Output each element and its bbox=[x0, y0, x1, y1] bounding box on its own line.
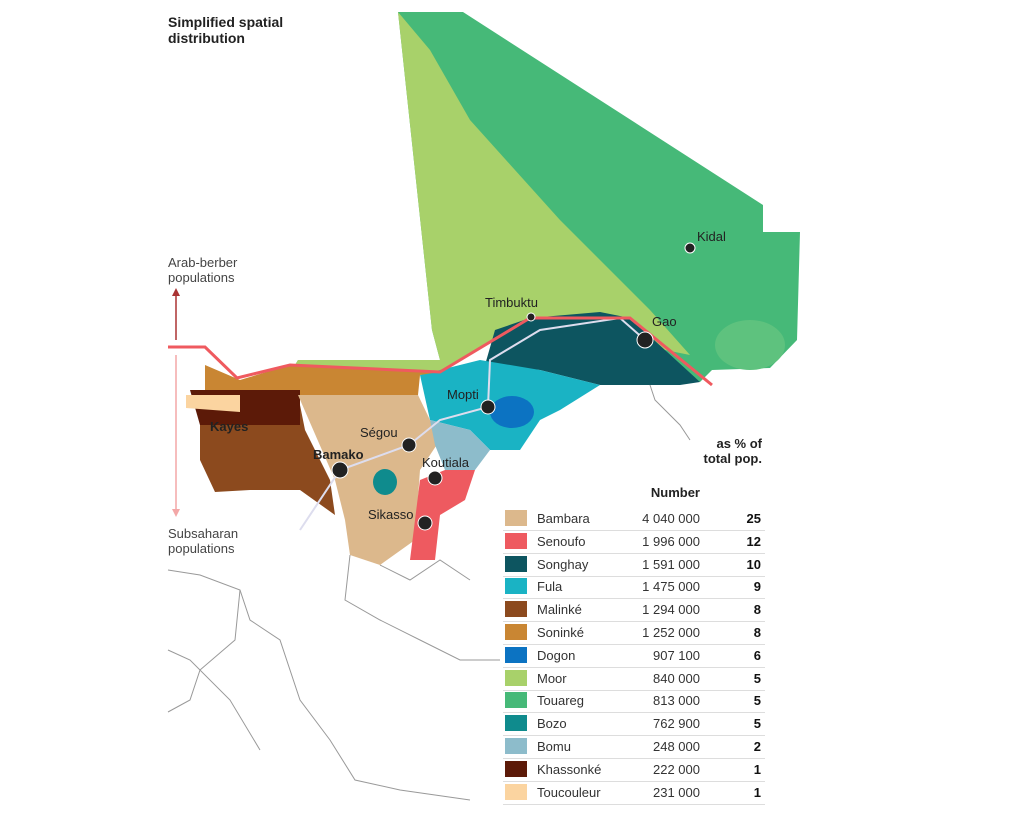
legend-row: Bambara 4 040 000 25 bbox=[503, 508, 765, 531]
city-label: Mopti bbox=[447, 387, 479, 402]
population: 231 000 bbox=[653, 784, 700, 800]
legend-swatch bbox=[505, 692, 527, 709]
percent: 12 bbox=[746, 533, 761, 549]
population: 222 000 bbox=[653, 761, 700, 777]
ethnic-group: Malinké bbox=[537, 602, 582, 618]
percent: 8 bbox=[753, 625, 761, 640]
percent: 9 bbox=[753, 579, 761, 595]
legend-swatch bbox=[505, 715, 527, 732]
legend-swatch bbox=[505, 760, 527, 777]
arrow-head bbox=[172, 288, 180, 296]
percent: 1 bbox=[753, 784, 761, 800]
legend-row: Songhay 1 591 000 10 bbox=[503, 554, 765, 577]
city-label: Sikasso bbox=[368, 507, 414, 522]
population: 1 294 000 bbox=[642, 602, 700, 618]
borders bbox=[167, 384, 691, 801]
legend-swatch bbox=[505, 601, 527, 618]
arrow-head bbox=[172, 509, 180, 517]
senoufo-area bbox=[410, 470, 475, 560]
ethnic-group: Bomu bbox=[537, 739, 571, 754]
city-label: Kayes bbox=[210, 419, 248, 434]
legend-row: Senoufo 1 996 000 12 bbox=[503, 531, 765, 554]
ethnic-group: Touareg bbox=[537, 693, 584, 709]
legend-swatch bbox=[505, 510, 527, 526]
population: 762 900 bbox=[653, 716, 700, 732]
percent: 10 bbox=[746, 556, 761, 572]
ethnic-group: Fula bbox=[537, 579, 563, 595]
ethnic-group: Songhay bbox=[537, 556, 589, 572]
ethnic-group: Dogon bbox=[537, 647, 576, 663]
city-label: Kidal bbox=[697, 229, 726, 244]
bomu-area bbox=[430, 420, 490, 470]
city-label: Ségou bbox=[360, 425, 398, 440]
toucouleur-patch bbox=[186, 395, 240, 412]
population: 813 000 bbox=[653, 693, 700, 709]
ethnic-group: Toucouleur bbox=[537, 784, 601, 800]
legend-row: Moor 840 000 5 bbox=[503, 668, 765, 691]
legend-swatch bbox=[505, 646, 527, 663]
city-label: Timbuktu bbox=[485, 295, 538, 310]
percent: 2 bbox=[753, 739, 761, 754]
percent: 6 bbox=[753, 647, 761, 663]
number-header: Number bbox=[650, 485, 700, 500]
city-label: Gao bbox=[652, 314, 677, 329]
legend-swatch bbox=[505, 555, 527, 572]
legend-swatch bbox=[505, 669, 527, 686]
soninke-area bbox=[205, 365, 440, 395]
population: 840 000 bbox=[653, 670, 700, 686]
ethnic-group: Khassonké bbox=[537, 761, 602, 777]
city-dots bbox=[331, 242, 696, 531]
population: 248 000 bbox=[653, 739, 700, 754]
legend-row: Bomu 248 000 2 bbox=[503, 736, 765, 759]
percent: 5 bbox=[753, 693, 761, 709]
legend-row: Fula 1 475 000 9 bbox=[503, 576, 765, 600]
legend-row: Soninké 1 252 000 8 bbox=[503, 622, 765, 645]
legend-swatch bbox=[505, 738, 527, 754]
axis-top-label: Arab-berber populations bbox=[168, 255, 238, 285]
legend-row: Malinké 1 294 000 8 bbox=[503, 599, 765, 623]
title: Simplified spatial distribution bbox=[168, 14, 284, 46]
population: 1 475 000 bbox=[642, 579, 700, 595]
legend-row: Toucouleur 231 000 1 bbox=[503, 782, 765, 805]
ethnic-group: Moor bbox=[537, 670, 567, 686]
moor-patch bbox=[715, 320, 785, 370]
ethnic-group: Soninké bbox=[537, 625, 584, 640]
legend-row: Khassonké 222 000 1 bbox=[503, 759, 765, 782]
bambara-area bbox=[298, 395, 440, 565]
bozo-area bbox=[373, 469, 397, 495]
legend-swatch bbox=[505, 624, 527, 640]
population: 1 996 000 bbox=[642, 533, 700, 549]
ethnic-group: Bambara bbox=[537, 511, 590, 526]
percent: 8 bbox=[753, 602, 761, 618]
city-label: Bamako bbox=[313, 447, 364, 462]
legend-swatch bbox=[505, 783, 527, 800]
dogon-area bbox=[490, 396, 534, 428]
legend-swatch bbox=[505, 578, 527, 595]
legend-row: Touareg 813 000 5 bbox=[503, 690, 765, 714]
city-label: Koutiala bbox=[422, 455, 470, 470]
percent: 25 bbox=[746, 511, 761, 526]
percent: 5 bbox=[753, 670, 761, 686]
percent: 1 bbox=[753, 761, 761, 777]
legend-row: Dogon 907 100 6 bbox=[503, 645, 765, 668]
axis-bottom-label: Subsaharan populations bbox=[168, 526, 239, 556]
population: 1 591 000 bbox=[642, 556, 700, 572]
ethnic-group: Senoufo bbox=[537, 533, 586, 549]
population: 4 040 000 bbox=[642, 511, 700, 526]
population: 1 252 000 bbox=[642, 625, 700, 640]
legend-row: Bozo 762 900 5 bbox=[503, 713, 765, 737]
population: 907 100 bbox=[653, 647, 700, 663]
ethnic-group: Bozo bbox=[537, 716, 567, 732]
pct-header: as % of total pop. bbox=[703, 436, 763, 466]
legend-swatch bbox=[505, 532, 527, 549]
percent: 5 bbox=[753, 716, 761, 732]
moor-area bbox=[295, 12, 690, 372]
divide-line bbox=[168, 316, 713, 387]
